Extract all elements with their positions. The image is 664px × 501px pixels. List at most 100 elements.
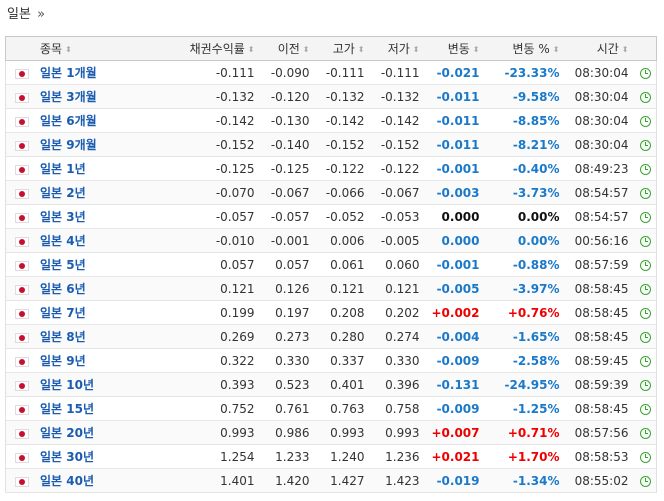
table-row[interactable]: 일본 20년 0.993 0.986 0.993 0.993 +0.007 +0.71% 08… [5,420,657,445]
cell-time: 08:54:57 [565,180,635,205]
cell-name: 일본 20년 [5,420,158,445]
cell-name: 일본 15년 [5,396,158,421]
cell-status [634,156,657,181]
breadcrumb-separator: » [37,7,46,22]
cell-name: 일본 40년 [5,468,158,493]
bond-name-link[interactable]: 일본 3년 [40,210,86,224]
header-low[interactable]: 저가 ⬍ [370,36,426,61]
header-name[interactable]: 종목 ⬍ [5,36,158,61]
breadcrumb: 일본 » [7,5,45,25]
header-change-pct-label: 변동 % [512,42,550,56]
cell-status [634,228,657,253]
clock-icon [639,403,651,415]
table-row[interactable]: 일본 1개월 -0.111 -0.090 -0.111 -0.111 -0.021 -23.… [5,60,657,85]
bond-name-link[interactable]: 일본 5년 [40,258,86,272]
bond-name-link[interactable]: 일본 30년 [40,450,94,464]
table-header-row: 종목 ⬍ 채권수익률 ⬍ 이전 ⬍ 고가 ⬍ 저가 ⬍ 변동 ⬍ 변동 % ⬍ 시간 ⬍ [5,36,657,61]
bond-name-link[interactable]: 일본 1개월 [40,66,97,80]
header-yield[interactable]: 채권수익률 ⬍ [157,36,261,61]
bond-name-link[interactable]: 일본 1년 [40,162,86,176]
cell-yield: -0.070 [157,180,261,205]
table-row[interactable]: 일본 30년 1.254 1.233 1.240 1.236 +0.021 +1.70% 08… [5,444,657,469]
cell-prev: 0.273 [260,324,316,349]
cell-name: 일본 7년 [5,300,158,325]
header-time-label: 시간 [596,42,619,56]
table-row[interactable]: 일본 6개월 -0.142 -0.130 -0.142 -0.142 -0.011 -8.8… [5,108,657,133]
bond-name-link[interactable]: 일본 9개월 [40,138,97,152]
table-row[interactable]: 일본 3년 -0.057 -0.057 -0.052 -0.053 0.000 0.00% 0… [5,204,657,229]
cell-change: -0.004 [425,324,486,349]
clock-icon [639,355,651,367]
bond-name-link[interactable]: 일본 20년 [40,426,94,440]
cell-high: -0.142 [315,108,371,133]
clock-icon [639,427,651,439]
japan-flag-icon [15,236,29,247]
table-row[interactable]: 일본 4년 -0.010 -0.001 0.006 -0.005 0.000 0.00% 00… [5,228,657,253]
cell-change-pct: -24.95% [485,372,566,397]
bond-name-link[interactable]: 일본 8년 [40,330,86,344]
table-row[interactable]: 일본 6년 0.121 0.126 0.121 0.121 -0.005 -3.97% 08:… [5,276,657,301]
cell-prev: 0.057 [260,252,316,277]
cell-low: 0.396 [370,372,426,397]
table-row[interactable]: 일본 8년 0.269 0.273 0.280 0.274 -0.004 -1.65% 08:… [5,324,657,349]
cell-yield: 0.121 [157,276,261,301]
cell-change-pct: +0.76% [485,300,566,325]
cell-yield: 0.269 [157,324,261,349]
cell-status [634,372,657,397]
table-row[interactable]: 일본 9년 0.322 0.330 0.337 0.330 -0.009 -2.58% 08:… [5,348,657,373]
bond-name-link[interactable]: 일본 15년 [40,402,94,416]
header-status [634,36,657,61]
breadcrumb-label[interactable]: 일본 [7,7,31,22]
bond-name-link[interactable]: 일본 6년 [40,282,86,296]
table-row[interactable]: 일본 10년 0.393 0.523 0.401 0.396 -0.131 -24.95% 0… [5,372,657,397]
sort-arrows-icon: ⬍ [621,45,629,54]
cell-change-pct: -1.25% [485,396,566,421]
table-row[interactable]: 일본 5년 0.057 0.057 0.061 0.060 -0.001 -0.88% 08:… [5,252,657,277]
cell-prev: 0.523 [260,372,316,397]
cell-yield: -0.125 [157,156,261,181]
header-high[interactable]: 고가 ⬍ [315,36,371,61]
cell-change-pct: 0.00% [485,204,566,229]
table-row[interactable]: 일본 15년 0.752 0.761 0.763 0.758 -0.009 -1.25% 08… [5,396,657,421]
header-time[interactable]: 시간 ⬍ [565,36,635,61]
cell-time: 08:57:56 [565,420,635,445]
bond-name-link[interactable]: 일본 3개월 [40,90,97,104]
bond-name-link[interactable]: 일본 40년 [40,474,94,488]
table-row[interactable]: 일본 40년 1.401 1.420 1.427 1.423 -0.019 -1.34% 08… [5,468,657,493]
japan-flag-icon [15,284,29,295]
cell-high: 0.993 [315,420,371,445]
cell-status [634,276,657,301]
bond-name-link[interactable]: 일본 2년 [40,186,86,200]
bond-name-link[interactable]: 일본 7년 [40,306,86,320]
cell-status [634,348,657,373]
cell-name: 일본 9년 [5,348,158,373]
cell-change: -0.131 [425,372,486,397]
cell-time: 00:56:16 [565,228,635,253]
cell-change-pct: -1.34% [485,468,566,493]
table-row[interactable]: 일본 1년 -0.125 -0.125 -0.122 -0.122 -0.001 -0.40… [5,156,657,181]
header-change[interactable]: 변동 ⬍ [425,36,486,61]
table-row[interactable]: 일본 9개월 -0.152 -0.140 -0.152 -0.152 -0.011 -8.2… [5,132,657,157]
cell-time: 08:58:45 [565,324,635,349]
bond-name-link[interactable]: 일본 9년 [40,354,86,368]
cell-change: +0.007 [425,420,486,445]
cell-prev: -0.090 [260,60,316,85]
header-change-label: 변동 [447,42,470,56]
table-row[interactable]: 일본 7년 0.199 0.197 0.208 0.202 +0.002 +0.76% 08:… [5,300,657,325]
header-change-pct[interactable]: 변동 % ⬍ [485,36,566,61]
cell-change-pct: -0.88% [485,252,566,277]
table-row[interactable]: 일본 3개월 -0.132 -0.120 -0.132 -0.132 -0.011 -9.5… [5,84,657,109]
bond-name-link[interactable]: 일본 4년 [40,234,86,248]
table-row[interactable]: 일본 2년 -0.070 -0.067 -0.066 -0.067 -0.003 -3.73… [5,180,657,205]
header-prev[interactable]: 이전 ⬍ [260,36,316,61]
bond-name-link[interactable]: 일본 6개월 [40,114,97,128]
cell-high: 0.337 [315,348,371,373]
bond-name-link[interactable]: 일본 10년 [40,378,94,392]
japan-flag-icon [15,476,29,487]
cell-name: 일본 6년 [5,276,158,301]
japan-flag-icon [15,356,29,367]
cell-change-pct: 0.00% [485,228,566,253]
clock-icon [639,163,651,175]
clock-icon [639,235,651,247]
cell-change-pct: +0.71% [485,420,566,445]
